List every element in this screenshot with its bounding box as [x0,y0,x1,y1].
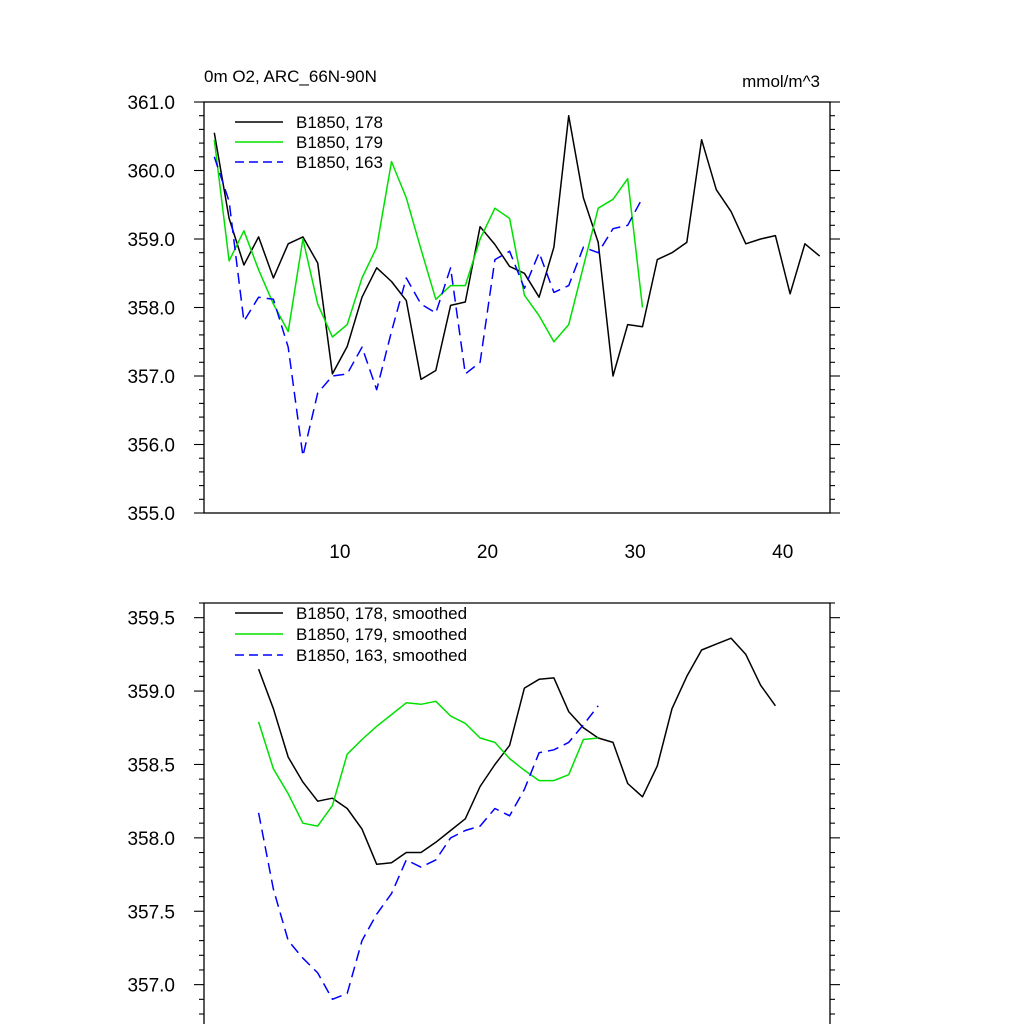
top-plot-frame [203,101,831,514]
top-ticks [194,101,840,514]
bottom-y-tick-label: 358.5 [127,755,175,776]
bottom-legend-label-163: B1850, 163, smoothed [296,646,467,665]
top-x-tick-label: 10 [329,542,350,563]
top-title-left: 0m O2, ARC_66N-90N [204,67,377,86]
bottom-panel: 357.0 357.5 358.0 358.5 359.0 359.5 B1850, 17… [127,602,840,1024]
bottom-y-tick-label: 359.5 [127,609,175,630]
bottom-series-b1850-179-smoothed [257,700,599,827]
top-x-tick-labels: 10 20 30 40 [329,542,793,563]
top-x-tick-label: 20 [477,542,498,563]
bottom-legend-label-179: B1850, 179, smoothed [296,625,467,644]
top-y-tick-label: 361.0 [127,93,175,114]
top-y-tick-label: 357.0 [127,367,175,388]
top-y-tick-label: 355.0 [127,504,175,525]
bottom-y-tick-label: 359.0 [127,682,175,703]
bottom-y-tick-label: 358.0 [127,829,175,850]
bottom-legend-label-178: B1850, 178, smoothed [296,604,467,623]
bottom-series-b1850-163-smoothed [257,705,599,1001]
bottom-y-tick-label: 357.0 [127,976,175,997]
top-y-tick-labels: 355.0 356.0 357.0 358.0 359.0 360.0 361.0 [127,93,175,525]
top-legend: B1850, 178 B1850, 179 B1850, 163 [235,113,383,172]
top-series [213,114,821,457]
top-legend-label-178: B1850, 178 [296,113,383,132]
top-title-right: mmol/m^3 [742,72,820,91]
top-y-tick-label: 360.0 [127,162,175,183]
top-y-tick-label: 359.0 [127,230,175,251]
bottom-y-tick-labels: 357.0 357.5 358.0 358.5 359.0 359.5 [127,609,175,997]
top-x-tick-label: 30 [625,542,646,563]
bottom-series-b1850-178-smoothed [257,637,777,866]
top-panel: 0m O2, ARC_66N-90N mmol/m^3 355.0356.035… [127,67,840,563]
bottom-legend: B1850, 178, smoothed B1850, 179, smoothe… [235,604,467,665]
bottom-plot-frame [203,602,831,1024]
top-y-tick-label: 358.0 [127,299,175,320]
top-series-b1850-179 [213,139,644,343]
top-series-b1850-163 [213,156,644,457]
top-legend-label-163: B1850, 163 [296,153,383,172]
top-y-tick-label: 356.0 [127,436,175,457]
top-x-tick-label: 40 [772,542,793,563]
bottom-y-tick-label: 357.5 [127,902,175,923]
bottom-ticks [194,602,840,1015]
top-legend-label-179: B1850, 179 [296,133,383,152]
bottom-series [257,637,777,1001]
